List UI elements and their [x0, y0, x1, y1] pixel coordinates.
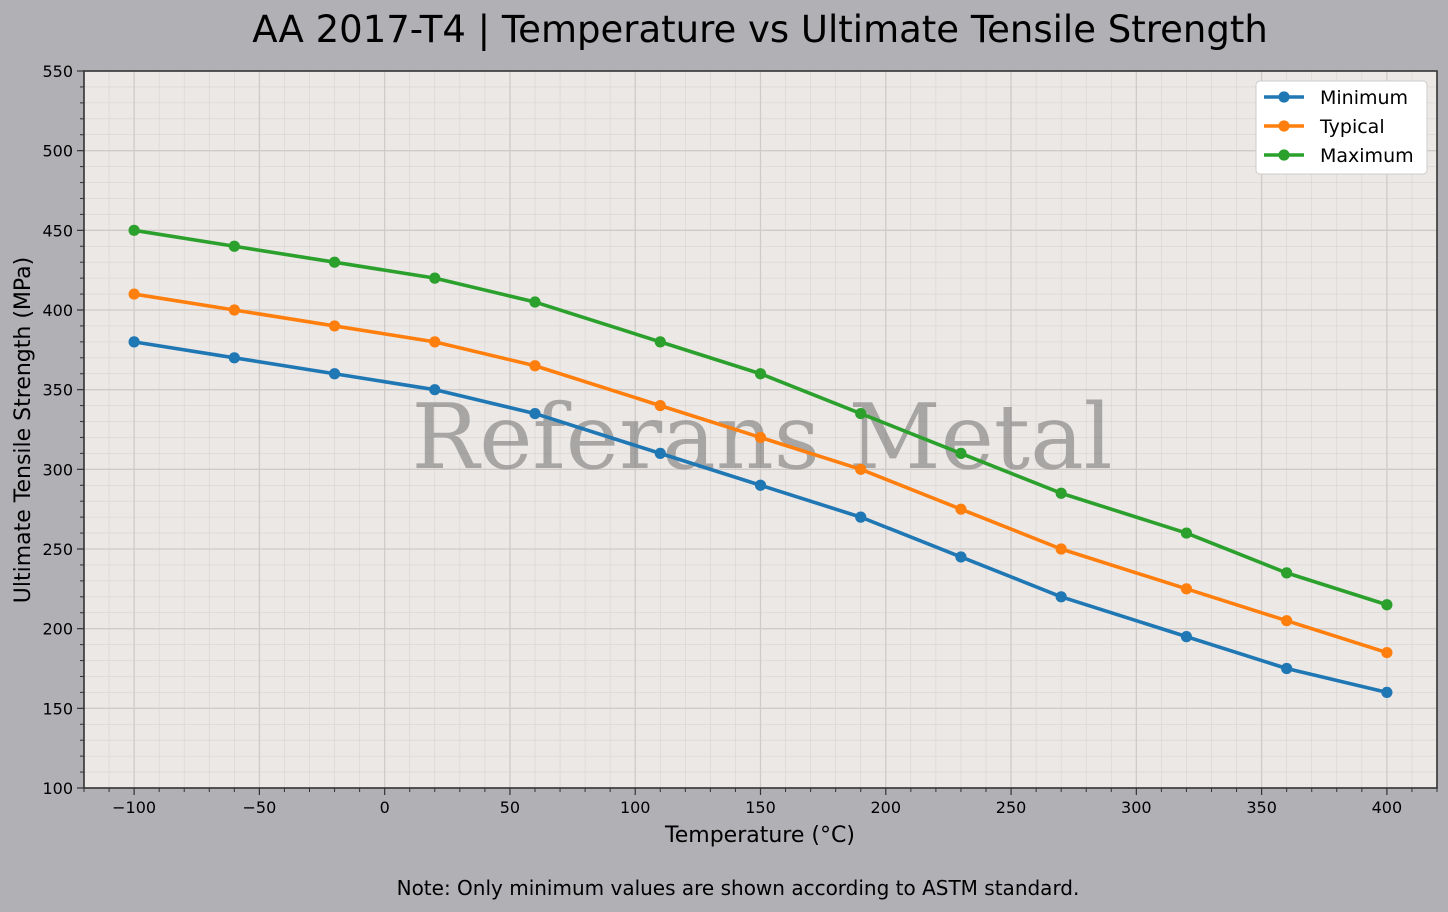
legend-label-typical: Typical	[1319, 116, 1385, 138]
data-point-maximum	[754, 368, 767, 380]
data-point-minimum	[529, 407, 541, 420]
legend-marker-typical	[1278, 120, 1290, 132]
data-point-maximum	[955, 447, 967, 459]
y-tick-label: 100	[42, 779, 73, 798]
x-tick-label: 250	[996, 798, 1027, 817]
data-point-typical	[529, 360, 541, 372]
y-axis-label: Ultimate Tensile Strength (MPa)	[11, 257, 36, 603]
data-point-minimum	[228, 352, 240, 364]
data-point-minimum	[128, 336, 140, 348]
data-point-maximum	[128, 224, 140, 236]
data-point-maximum	[654, 336, 666, 348]
data-point-maximum	[429, 272, 441, 284]
data-point-typical	[228, 304, 240, 316]
plot-frame	[83, 70, 1438, 789]
data-point-maximum	[328, 256, 341, 268]
y-tick-label: 300	[42, 460, 73, 479]
data-point-typical	[1281, 615, 1293, 627]
footnote: Note: Only minimum values are shown acco…	[397, 876, 1080, 900]
x-tick-label: 200	[871, 798, 902, 817]
data-point-typical	[754, 431, 767, 444]
x-tick-label: 400	[1372, 798, 1403, 817]
data-point-typical	[654, 400, 666, 412]
data-point-maximum	[1180, 527, 1193, 539]
legend-marker-minimum	[1278, 91, 1290, 103]
legend-label-minimum: Minimum	[1320, 87, 1408, 109]
y-tick-label: 500	[42, 142, 73, 161]
plot-area: Referans Metal−100 −50 0 50 100 150 200 250 300 3…	[42, 62, 1438, 817]
y-tick-label: 150	[42, 699, 73, 718]
data-point-maximum	[529, 296, 541, 308]
data-point-minimum	[955, 551, 967, 563]
data-point-typical	[1381, 646, 1393, 659]
data-point-minimum	[855, 511, 867, 523]
data-point-maximum	[1381, 599, 1393, 611]
x-tick-label: −100	[112, 798, 156, 817]
x-tick-label: 50	[500, 798, 520, 817]
y-tick-label: 400	[42, 301, 73, 320]
data-point-minimum	[1281, 662, 1293, 675]
y-tick-label: 450	[42, 221, 73, 240]
x-tick-label: 0	[380, 798, 390, 817]
x-tick-label: 150	[745, 798, 776, 817]
legend-box	[1255, 80, 1428, 175]
x-tick-label: 300	[1121, 798, 1152, 817]
x-tick-label: 100	[620, 798, 651, 817]
data-point-maximum	[1281, 567, 1293, 579]
legend-marker-maximum	[1278, 149, 1290, 161]
data-point-minimum	[1381, 686, 1393, 699]
x-tick-label: −50	[243, 798, 277, 817]
data-point-minimum	[328, 368, 341, 380]
data-point-typical	[855, 463, 867, 475]
x-axis-label: Temperature (°C)	[664, 823, 855, 848]
data-point-typical	[429, 336, 441, 348]
data-point-typical	[955, 503, 967, 515]
y-tick-label: 250	[42, 540, 73, 559]
data-point-minimum	[1055, 591, 1067, 603]
data-point-minimum	[754, 479, 767, 491]
data-point-maximum	[855, 407, 867, 420]
y-tick-label: 350	[42, 381, 73, 400]
legend-label-maximum: Maximum	[1320, 145, 1414, 167]
data-point-typical	[328, 320, 341, 332]
x-tick-label: 350	[1246, 798, 1277, 817]
data-point-minimum	[1180, 631, 1193, 643]
chart-title: AA 2017-T4 | Temperature vs Ultimate Ten…	[252, 8, 1268, 51]
data-point-maximum	[228, 240, 240, 252]
data-point-typical	[1055, 543, 1067, 555]
data-point-typical	[1180, 583, 1193, 595]
data-point-typical	[128, 288, 140, 300]
data-point-maximum	[1055, 487, 1067, 499]
y-tick-label: 200	[42, 620, 73, 639]
data-point-minimum	[654, 447, 666, 459]
data-point-minimum	[429, 384, 441, 396]
y-tick-label: 550	[42, 62, 73, 81]
